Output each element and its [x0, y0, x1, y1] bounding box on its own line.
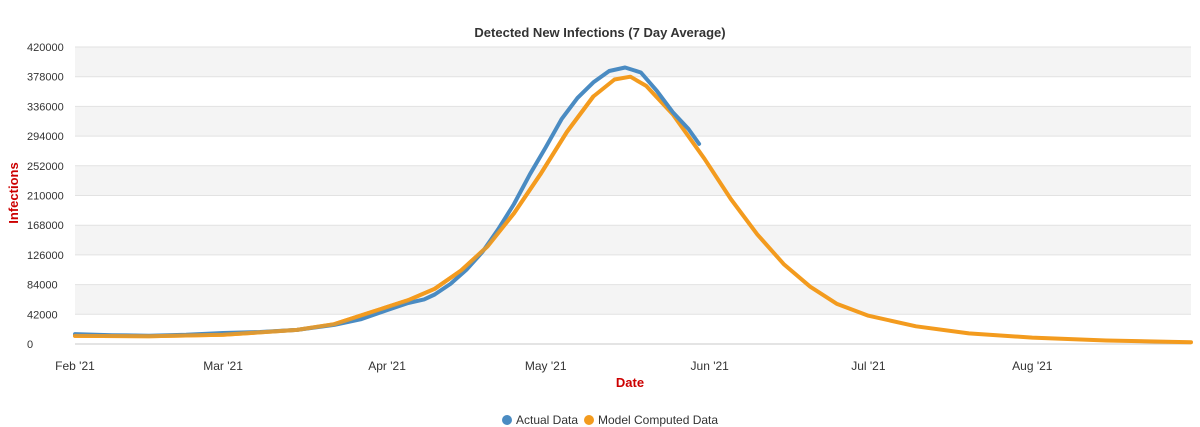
y-tick-label: 210000 [27, 191, 64, 203]
y-tick-label: 378000 [27, 72, 64, 84]
legend-label-model: Model Computed Data [598, 413, 718, 427]
series-line-model-overlay [73, 94, 596, 339]
y-tick-label: 336000 [27, 101, 64, 113]
y-tick-label: 252000 [27, 161, 64, 173]
legend-marker-actual [502, 415, 512, 425]
legend-item-model[interactable]: Model Computed Data [584, 413, 718, 427]
y-tick-label: 420000 [27, 42, 64, 54]
grid-bands [75, 47, 1191, 315]
x-axis-title: Date [616, 375, 644, 390]
y-tick-label: 126000 [27, 250, 64, 262]
gridlines [75, 46, 1191, 345]
chart-title: Detected New Infections (7 Day Average) [474, 25, 725, 40]
y-axis-title: Infections [6, 162, 21, 223]
x-tick-label: Jun '21 [691, 359, 730, 373]
x-tick-label: Jul '21 [851, 359, 886, 373]
x-axis-ticks: Feb '21 Mar '21 Apr '21 May '21 Jun '21 Jul '… [55, 359, 1053, 373]
x-tick-label: Mar '21 [203, 359, 243, 373]
grid-band [75, 47, 1191, 77]
grid-band [75, 284, 1191, 315]
legend-label-actual: Actual Data [516, 413, 578, 427]
legend-item-actual[interactable]: Actual Data [502, 413, 578, 427]
x-tick-label: Apr '21 [368, 359, 406, 373]
y-tick-label: 168000 [27, 220, 64, 232]
x-tick-label: Feb '21 [55, 359, 95, 373]
y-tick-label: 0 [27, 339, 33, 351]
grid-band [75, 165, 1191, 196]
y-tick-label: 84000 [27, 280, 58, 292]
legend: Actual Data Model Computed Data [502, 413, 718, 427]
x-tick-label: Aug '21 [1012, 359, 1053, 373]
y-tick-label: 42000 [27, 309, 58, 321]
x-tick-label: May '21 [525, 359, 567, 373]
grid-band [75, 106, 1191, 137]
legend-marker-model [584, 415, 594, 425]
y-tick-label: 294000 [27, 131, 64, 143]
series-lines [73, 65, 1193, 345]
grid-band [75, 225, 1191, 255]
y-axis-ticks: 0 42000 84000 126000 168000 210000 252000 29400… [27, 42, 64, 351]
